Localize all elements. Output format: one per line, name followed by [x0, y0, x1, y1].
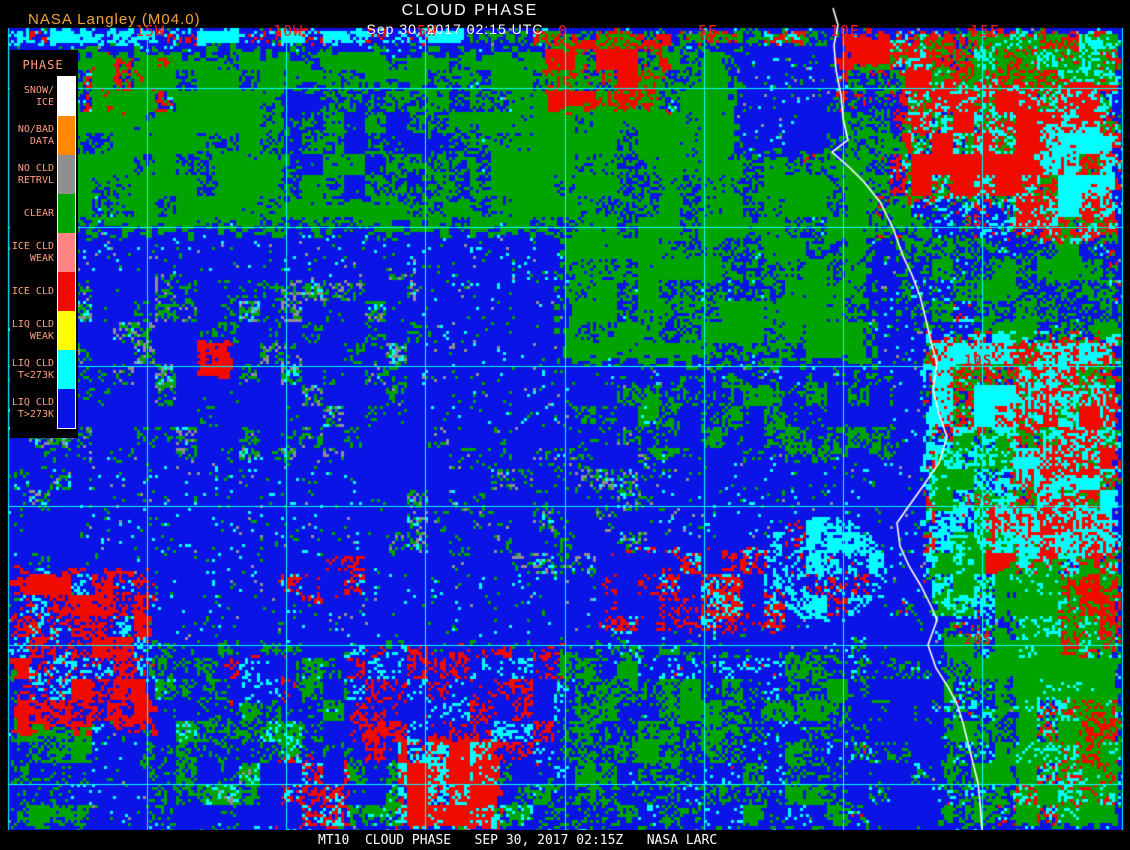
legend-label-clear: CLEAR	[23, 207, 54, 219]
legend-swatch-liq-cld-warm	[58, 389, 75, 428]
lat-label-10S: 10S	[964, 353, 993, 369]
lon-label-5W: 5W	[416, 22, 438, 40]
footer-status-text: MT10 CLOUD PHASE SEP 30, 2017 02:15Z NAS…	[318, 833, 718, 848]
legend-swatch-ice-cld	[58, 272, 75, 311]
lat-label-15S: 15S	[964, 493, 993, 509]
legend-swatch-snow-ice	[58, 77, 75, 116]
phase-legend: PHASE SNOW/ ICE NO/BAD DATA NO CLD RETRVL C…	[10, 50, 78, 438]
source-label: NASA Langley (M04.0)	[28, 11, 201, 28]
footer-bar: MT10 CLOUD PHASE SEP 30, 2017 02:15Z NAS…	[0, 830, 1130, 850]
legend-swatch-liq-cld-cold	[58, 350, 75, 389]
legend-label-liq-cld-weak: LIQ CLD WEAK	[11, 318, 54, 342]
legend-label-no-bad-data: NO/BAD DATA	[17, 123, 54, 147]
legend-label-snow-ice: SNOW/ ICE	[23, 84, 54, 108]
legend-label-ice-cld-weak: ICE CLD WEAK	[11, 240, 54, 264]
lon-label-10E: 10E	[829, 22, 861, 40]
legend-swatch-no-bad-data	[58, 116, 75, 155]
lon-label-0: 0	[557, 22, 569, 40]
page-title: CLOUD PHASE	[401, 2, 539, 19]
lon-label-15E: 15E	[969, 22, 1001, 40]
legend-swatch-ice-cld-weak	[58, 233, 75, 272]
legend-label-liq-cld-cold: LIQ CLD T<273K	[11, 357, 54, 381]
legend-label-liq-cld-warm: LIQ CLD T>273K	[11, 396, 54, 420]
legend-label-ice-cld: ICE CLD	[11, 285, 54, 297]
datetime-label: Sep 30, 2017 02:15 UTC	[366, 21, 544, 37]
legend-swatch-column	[57, 76, 76, 429]
lat-label-5S: 5S	[964, 214, 983, 230]
lon-label-15W: 15W	[134, 22, 166, 40]
lon-label-5E: 5E	[697, 22, 719, 40]
legend-swatch-liq-cld-weak	[58, 311, 75, 350]
lon-label-10W: 10W	[272, 22, 304, 40]
legend-title: PHASE	[22, 58, 64, 72]
legend-swatch-no-cld-retrvl	[58, 155, 75, 194]
lat-label-20S: 20S	[964, 632, 993, 648]
legend-swatch-clear	[58, 194, 75, 233]
legend-label-no-cld-retrvl: NO CLD RETRVL	[17, 162, 54, 186]
